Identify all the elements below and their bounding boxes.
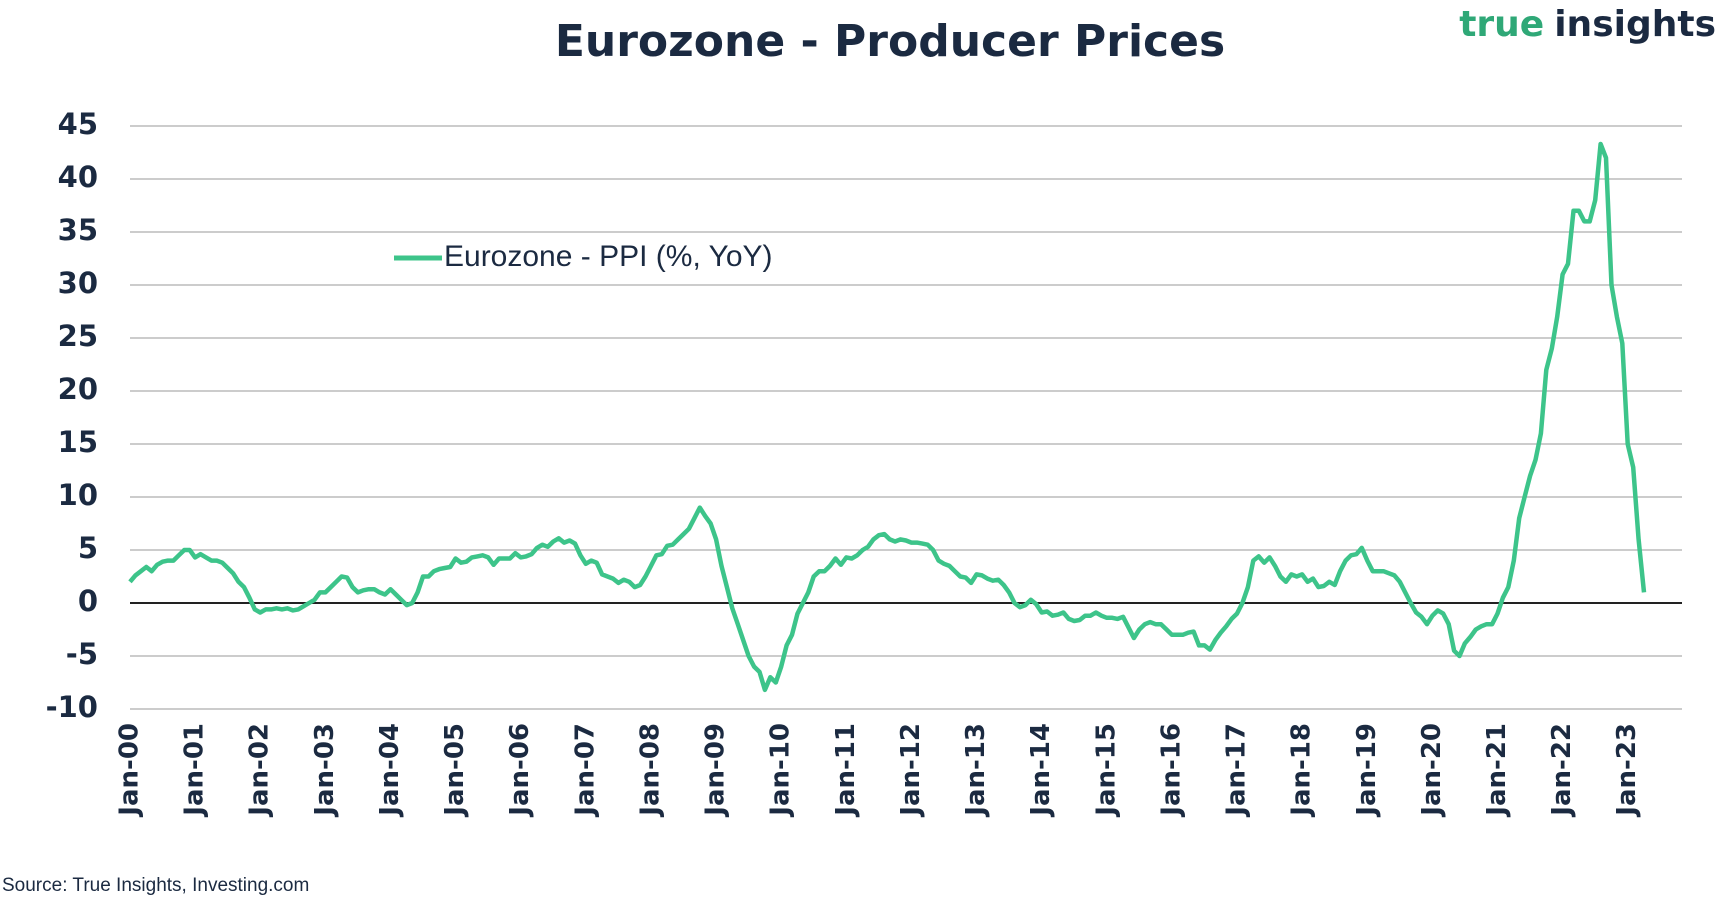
y-tick-label: 10 [58, 478, 98, 512]
y-tick-label: 40 [58, 160, 98, 194]
y-tick-label: -5 [66, 637, 98, 671]
x-tick-label: Jan-02 [245, 723, 275, 818]
x-tick-label: Jan-05 [440, 723, 470, 818]
x-tick-label: Jan-12 [896, 723, 926, 818]
y-tick-label: 0 [78, 584, 98, 618]
x-tick-label: Jan-19 [1352, 723, 1382, 818]
x-tick-label: Jan-08 [635, 723, 665, 818]
x-tick-label: Jan-01 [180, 723, 210, 818]
x-tick-label: Jan-23 [1612, 723, 1642, 818]
y-tick-label: 15 [58, 425, 98, 459]
x-tick-label: Jan-21 [1482, 723, 1512, 818]
x-tick-label: Jan-10 [766, 723, 796, 818]
x-tick-label: Jan-06 [505, 723, 535, 818]
y-tick-label: -10 [46, 690, 98, 724]
line [128, 141, 1647, 693]
x-tick-label: Jan-20 [1417, 723, 1447, 818]
x-tick-label: Jan-04 [375, 723, 405, 818]
x-tick-label: Jan-14 [1026, 723, 1056, 818]
legend-label: Eurozone - PPI (%, YoY) [444, 240, 773, 273]
y-tick-label: 35 [58, 213, 98, 247]
x-tick-label: Jan-11 [831, 723, 861, 818]
y-tick-label: 5 [78, 531, 98, 565]
x-tick-label: Jan-09 [701, 723, 731, 818]
x-tick-label: Jan-22 [1547, 723, 1577, 818]
y-tick-label: 25 [58, 319, 98, 353]
x-tick-label: Jan-16 [1156, 723, 1186, 818]
x-tick-label: Jan-07 [570, 723, 600, 818]
logo-word: true [1459, 4, 1544, 45]
x-tick-label: Jan-03 [310, 723, 340, 818]
x-tick-label: Jan-00 [115, 723, 145, 818]
x-tick-label: Jan-15 [1091, 723, 1121, 818]
y-tick-label: 45 [58, 107, 98, 141]
logo-word: insights [1554, 4, 1716, 45]
logo: true insights [1459, 4, 1716, 45]
x-tick-label: Jan-18 [1287, 723, 1317, 818]
x-tick-label: Jan-13 [961, 723, 991, 818]
y-tick-label: 30 [58, 266, 98, 300]
x-tick-label: Jan-17 [1222, 723, 1252, 818]
source: Source: True Insights, Investing.com [2, 875, 309, 896]
chart-title: Eurozone - Producer Prices [555, 16, 1225, 67]
y-tick-label: 20 [58, 372, 98, 406]
